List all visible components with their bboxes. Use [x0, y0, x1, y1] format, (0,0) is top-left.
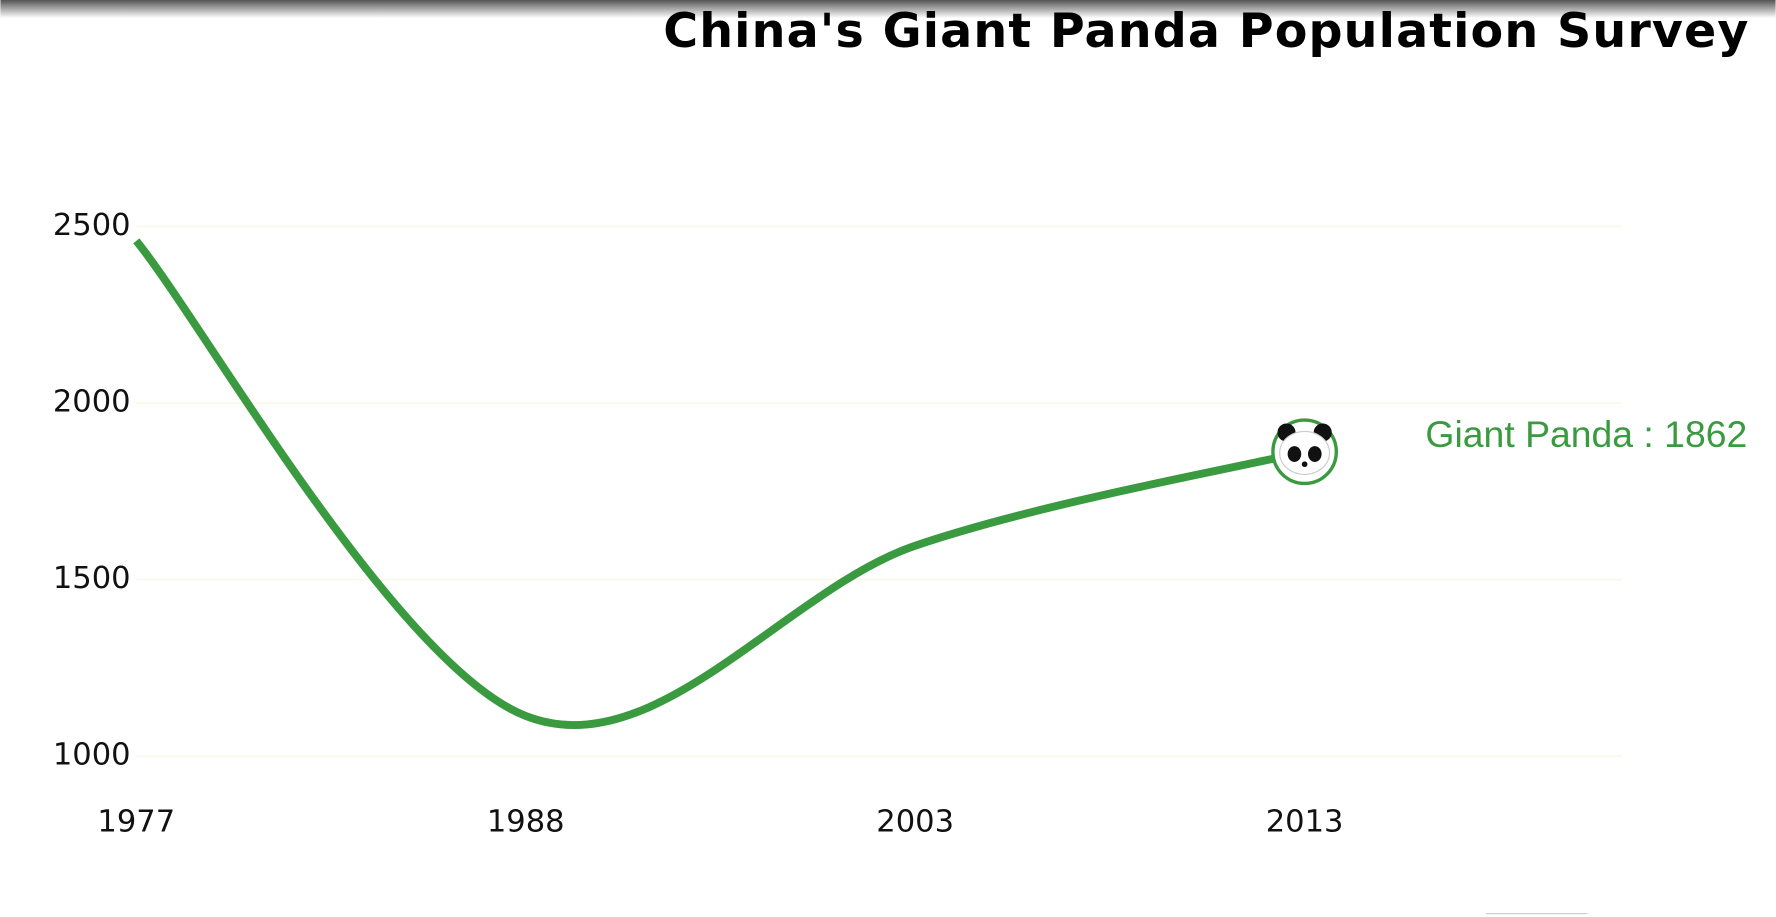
x-tick-label: 1988: [487, 805, 565, 840]
y-tick-label: 2000: [53, 385, 131, 420]
y-tick-label: 1000: [53, 738, 131, 773]
y-tick-label: 2500: [53, 208, 131, 243]
panda-marker: [1271, 418, 1339, 486]
y-tick-label: 1500: [53, 561, 131, 596]
panda-face: [1279, 430, 1331, 475]
panda-nose: [1301, 461, 1308, 468]
x-tick-label: 2013: [1266, 805, 1344, 840]
end-label: Giant Panda : 1862: [1425, 413, 1747, 455]
x-tick-label: 1977: [97, 805, 175, 840]
chart-title: China's Giant Panda Population Survey: [663, 4, 1749, 59]
top-shade: [0, 0, 1776, 19]
panda-eye: [1287, 446, 1302, 462]
line: [133, 238, 1306, 729]
panda-eye: [1308, 446, 1322, 462]
x-tick-label: 2003: [876, 805, 954, 840]
